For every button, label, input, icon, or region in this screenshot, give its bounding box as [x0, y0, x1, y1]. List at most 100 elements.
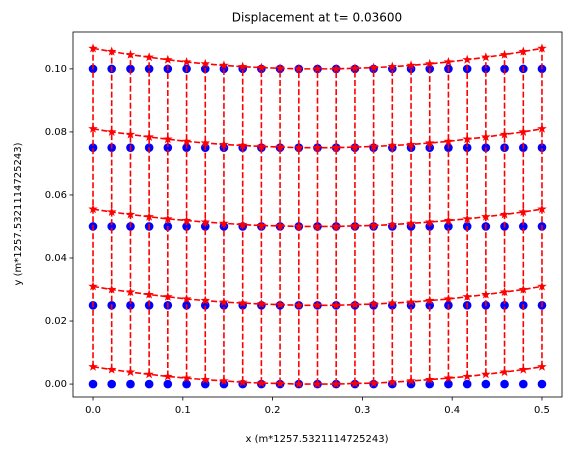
- star-point: [331, 221, 341, 231]
- star-point: [537, 43, 547, 53]
- star-point: [163, 134, 173, 144]
- star-point: [256, 299, 267, 309]
- star-point: [518, 126, 529, 136]
- star-point: [350, 142, 360, 152]
- y-tick-label: 0.08: [45, 127, 67, 138]
- star-point: [106, 126, 117, 136]
- star-point: [294, 63, 304, 73]
- point: [481, 379, 491, 389]
- star-point: [406, 218, 416, 228]
- star-point: [294, 142, 304, 152]
- star-point: [443, 215, 454, 225]
- star-point: [424, 374, 435, 384]
- star-point: [331, 379, 341, 389]
- star-point: [256, 62, 267, 72]
- star-point: [219, 375, 229, 385]
- star-point: [537, 281, 547, 291]
- x-tick-label: 0.3: [354, 405, 370, 416]
- star-point: [481, 369, 491, 379]
- point: [519, 379, 528, 389]
- star-point: [144, 52, 154, 62]
- point: [126, 379, 135, 389]
- star-point: [237, 377, 248, 387]
- x-tick-label: 0.0: [85, 405, 101, 416]
- star-point: [537, 123, 547, 133]
- point: [500, 379, 509, 389]
- star-point: [350, 299, 360, 309]
- star-point: [499, 209, 510, 219]
- star-point: [481, 211, 491, 221]
- star-point: [125, 287, 136, 297]
- star-point: [312, 63, 323, 73]
- star-point: [387, 377, 398, 387]
- star-point: [163, 213, 173, 223]
- star-point: [387, 140, 398, 150]
- point: [462, 379, 472, 389]
- star-point: [518, 46, 529, 56]
- star-point: [88, 361, 98, 371]
- star-point: [219, 297, 229, 307]
- star-point: [294, 300, 304, 310]
- point: [163, 143, 173, 152]
- star-point: [424, 295, 435, 305]
- point: [88, 379, 98, 389]
- point: [107, 222, 116, 231]
- star-point: [462, 54, 472, 64]
- star-point: [518, 206, 529, 217]
- point: [88, 143, 98, 152]
- point: [444, 379, 453, 389]
- star-point: [163, 291, 173, 301]
- star-point: [368, 378, 379, 388]
- star-point: [443, 136, 454, 146]
- point: [219, 64, 229, 74]
- point: [500, 300, 509, 310]
- x-axis-label: x (m*1257.5321114725243): [246, 434, 389, 445]
- star-point: [125, 367, 136, 377]
- star-point: [106, 46, 117, 56]
- point: [182, 379, 191, 389]
- star-point: [387, 298, 398, 308]
- point: [406, 379, 416, 389]
- star-point: [144, 369, 154, 379]
- point: [219, 300, 229, 310]
- star-point: [462, 213, 472, 223]
- star-point: [275, 63, 285, 73]
- star-point: [312, 379, 323, 389]
- star-point: [144, 211, 154, 221]
- star-point: [106, 206, 117, 217]
- star-point: [387, 61, 398, 71]
- star-point: [275, 378, 285, 388]
- star-point: [144, 289, 154, 299]
- star-point: [163, 54, 173, 64]
- star-point: [368, 220, 379, 230]
- star-point: [499, 287, 510, 297]
- star-point: [368, 299, 379, 309]
- star-point: [368, 62, 379, 72]
- point: [406, 300, 416, 310]
- star-point: [181, 215, 192, 225]
- star-point: [368, 141, 379, 151]
- star-point: [200, 217, 211, 227]
- star-point: [462, 371, 472, 381]
- star-point: [88, 123, 98, 133]
- star-point: [275, 220, 285, 230]
- star-point: [275, 299, 285, 309]
- star-point: [200, 295, 211, 305]
- star-point: [200, 58, 211, 68]
- star-point: [406, 60, 416, 70]
- y-tick-label: 0.06: [45, 190, 67, 201]
- star-point: [443, 293, 454, 304]
- star-point: [256, 378, 267, 388]
- point: [519, 222, 528, 231]
- star-point: [331, 142, 341, 152]
- x-tick-label: 0.5: [534, 405, 550, 416]
- star-point: [88, 204, 98, 214]
- star-point: [424, 217, 435, 227]
- x-tick-label: 0.4: [444, 405, 460, 416]
- point: [144, 379, 154, 389]
- star-point: [200, 374, 211, 384]
- star-point: [481, 52, 491, 62]
- star-point: [481, 289, 491, 299]
- star-point: [125, 129, 136, 139]
- star-point: [181, 293, 192, 304]
